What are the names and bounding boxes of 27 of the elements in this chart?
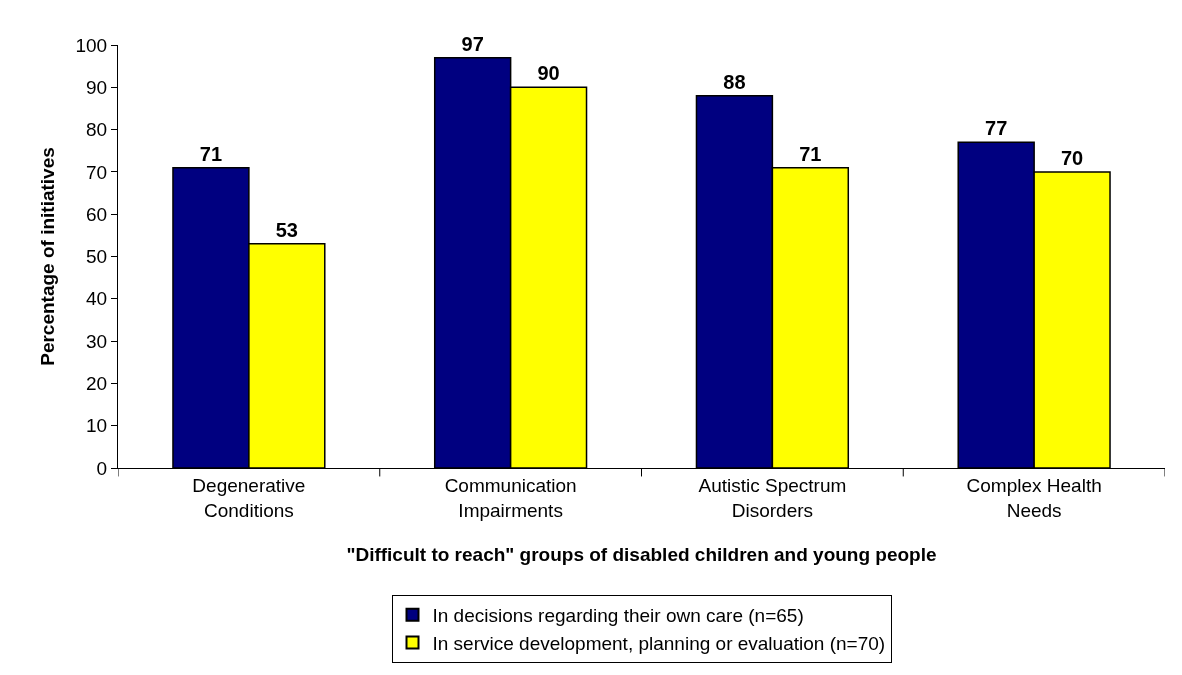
- data-label: 71: [199, 142, 223, 165]
- data-label: 90: [537, 62, 560, 85]
- y-tick-label: 0: [96, 457, 108, 479]
- y-tick-label: 10: [86, 415, 108, 437]
- y-axis-title: Percentage of initiatives: [37, 147, 59, 366]
- data-label: 77: [985, 117, 1008, 140]
- data-label: 97: [461, 32, 484, 55]
- x-tick-label: Autistic Spectrum Disorders: [698, 474, 847, 521]
- y-tick-label: 80: [86, 119, 108, 141]
- y-tick-label: 40: [86, 288, 108, 310]
- x-tick-label: Complex Health Needs: [966, 474, 1102, 521]
- data-label: 53: [275, 218, 298, 241]
- y-tick-label: 90: [86, 76, 108, 98]
- legend-label: In service development, planning or evaluation (n=70): [432, 632, 886, 654]
- x-tick-label: Degenerative Conditions: [192, 474, 306, 521]
- y-tick-label: 20: [86, 373, 108, 395]
- x-tick-label: Communication Impairments: [444, 474, 577, 521]
- data-label: 88: [723, 70, 746, 93]
- data-label: 71: [799, 142, 822, 165]
- y-tick-label: 30: [86, 330, 108, 352]
- y-tick-label: 60: [86, 203, 108, 225]
- x-axis-title: "Difficult to reach" groups of disabled children and young people: [346, 544, 937, 566]
- y-tick-label: 50: [86, 246, 108, 268]
- y-tick-label: 70: [86, 161, 108, 183]
- data-label: 70: [1060, 146, 1084, 169]
- legend-label: In decisions regarding their own care (n=65): [432, 605, 804, 627]
- y-tick-label: 100: [75, 34, 108, 56]
